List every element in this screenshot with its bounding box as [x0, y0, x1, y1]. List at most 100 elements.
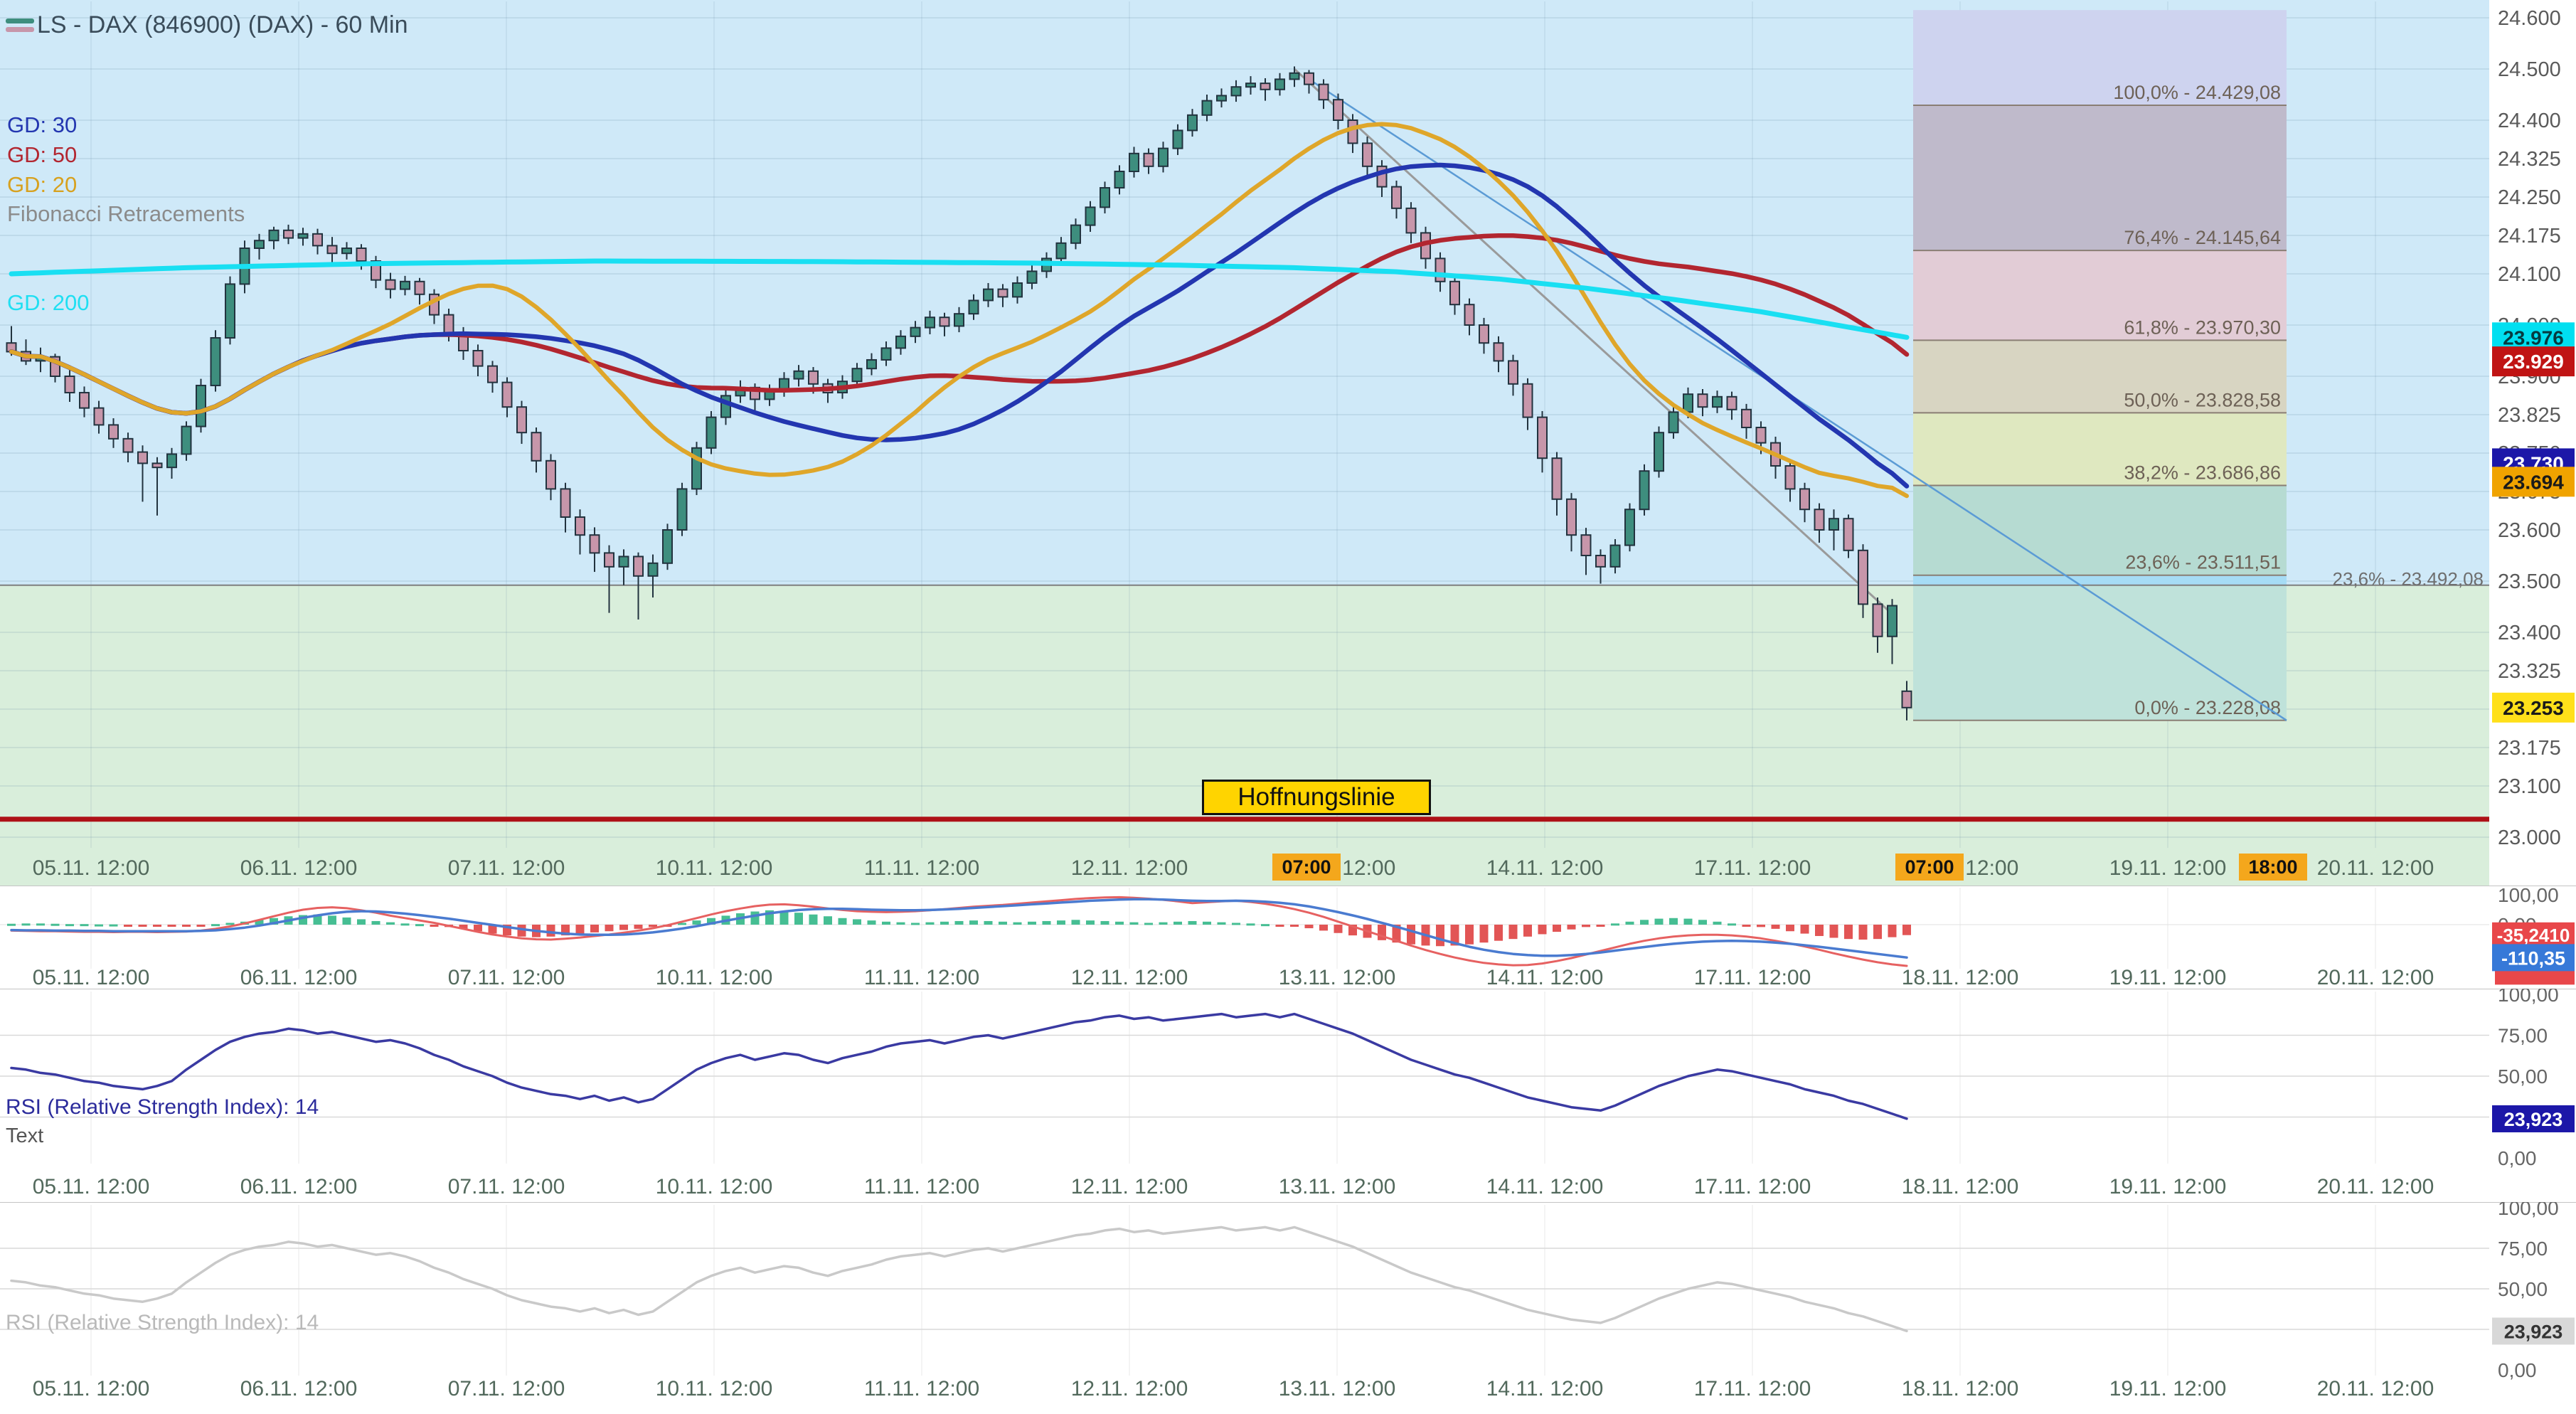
macd-histogram-bar — [1275, 925, 1284, 927]
macd-histogram-bar — [1844, 925, 1853, 940]
candle-bull — [1216, 95, 1227, 102]
candle-bear — [1493, 342, 1504, 362]
candle-bull — [1129, 152, 1139, 173]
main-price-chart[interactable]: 100,0% - 24.429,08 76,4% - 24.145,64 61,8%… — [0, 0, 2576, 886]
legend-gd50[interactable]: GD: 50 — [7, 142, 78, 167]
candle-bull — [925, 317, 935, 329]
candle-bull — [196, 384, 206, 427]
macd-histogram-bar — [1698, 920, 1707, 925]
fib-level-label: 0,0% - 23.228,08 — [2134, 697, 2281, 718]
candle-bear — [808, 370, 819, 385]
candle-bull — [706, 416, 717, 449]
legend-gd30[interactable]: GD: 30 — [7, 112, 78, 137]
gd20-line — [9, 122, 1909, 499]
candle-bull — [1654, 432, 1664, 472]
macd-histogram-bar — [1115, 921, 1124, 925]
macd-histogram-bar — [1203, 921, 1211, 925]
macd-histogram-bar — [270, 918, 278, 925]
macd-histogram-bar — [853, 919, 861, 925]
macd-histogram-bar — [488, 925, 497, 934]
time-axis-label: 13.11. 12:00 — [1279, 966, 1396, 989]
time-axis-label: 06.11. 12:00 — [240, 966, 358, 989]
rsi-indicator-label: RSI (Relative Strength Index): 14 — [6, 1095, 319, 1119]
candle-bear — [1522, 383, 1533, 418]
macd-histogram-bar — [1902, 925, 1911, 935]
macd-histogram-bar — [1479, 925, 1489, 943]
macd-histogram-bar — [1246, 923, 1255, 926]
hoffnungslinie-annotation[interactable]: Hoffnungslinie — [1202, 780, 1431, 815]
price-tick-label: 23.100 — [2498, 775, 2561, 798]
candle-bear — [122, 437, 134, 453]
price-badge — [2492, 346, 2575, 377]
macd-histogram-bar — [692, 920, 701, 925]
macd-histogram-bar — [1683, 918, 1693, 925]
candle-bear — [516, 406, 527, 434]
macd-badge-fast-label: -35,2410 — [2497, 925, 2570, 946]
macd-histogram-bar — [575, 925, 585, 934]
candle-bull — [1829, 518, 1839, 531]
time-axis-label: 14.11. 12:00 — [1486, 966, 1604, 989]
price-badge — [2492, 692, 2575, 723]
candle-bear — [1741, 408, 1752, 428]
macd-tick-label: 100,00 — [2498, 886, 2559, 906]
macd-histogram-bar — [386, 922, 395, 925]
time-badge-label: 07:00 — [1282, 856, 1331, 878]
macd-histogram-bar — [1611, 923, 1619, 926]
macd-histogram-bar — [1086, 920, 1095, 925]
candle-bull — [1070, 224, 1081, 244]
gd200-line — [9, 258, 1910, 340]
macd-histogram-bar — [313, 914, 322, 925]
time-axis-label: 10.11. 12:00 — [656, 1175, 773, 1198]
fib-zone-fill — [1913, 413, 2287, 486]
macd-histogram-bar — [1028, 921, 1036, 925]
price-tick-label: 24.175 — [2498, 225, 2561, 248]
legend-gd200[interactable]: GD: 200 — [7, 290, 90, 315]
legend-fibonacci[interactable]: Fibonacci Retracements — [7, 201, 245, 226]
macd-histogram-bar — [1144, 923, 1153, 925]
macd-histogram-bar — [1815, 925, 1824, 936]
macd-histogram-bar — [824, 916, 832, 925]
macd-histogram-bar — [925, 922, 935, 925]
macd-histogram-bar — [1057, 920, 1065, 925]
macd-histogram-bar — [546, 925, 555, 937]
candle-bear — [356, 248, 367, 262]
macd-histogram-bar — [867, 920, 876, 925]
candle-bull — [341, 248, 352, 255]
candle-bull — [1230, 86, 1242, 97]
time-axis-label: 10.11. 12:00 — [656, 966, 773, 989]
candle-bear — [1726, 395, 1737, 410]
macd-histogram-bar — [911, 923, 920, 925]
candle-bear — [79, 392, 90, 409]
candle-bear — [604, 552, 614, 568]
macd-histogram-bar — [678, 923, 686, 925]
time-axis-label: 20.11. 12:00 — [2317, 856, 2434, 880]
macd-histogram-bar — [371, 920, 380, 925]
candle-bear — [575, 516, 585, 536]
time-axis-label: 14.11. 12:00 — [1486, 856, 1604, 880]
candle-bear — [1508, 360, 1518, 385]
macd-histogram-bar — [153, 925, 161, 927]
candle-bear — [1551, 457, 1563, 500]
price-badge — [2492, 467, 2575, 497]
macd-badge-slow — [2492, 944, 2575, 972]
candle-bull — [1158, 147, 1169, 167]
candle-bull — [1187, 114, 1198, 132]
candle-bull — [968, 299, 979, 315]
macd-histogram-bar — [182, 925, 191, 927]
candle-bull — [1012, 282, 1023, 298]
macd-histogram-bar — [21, 923, 31, 926]
price-tick-label: 24.325 — [2498, 148, 2561, 171]
macd-histogram-bar — [1669, 918, 1678, 925]
candle-bear — [1799, 488, 1810, 511]
fib-zone-fill — [1913, 10, 2287, 106]
candle-bull — [983, 288, 994, 302]
fib-level-label: 61,8% - 23.970,30 — [2124, 317, 2281, 338]
time-axis-label: 05.11. 12:00 — [33, 966, 150, 989]
legend-gd20[interactable]: GD: 20 — [7, 172, 78, 197]
macd-histogram-bar — [649, 925, 657, 927]
rsi-background — [0, 989, 2576, 1202]
macd-histogram-bar — [1888, 925, 1897, 937]
